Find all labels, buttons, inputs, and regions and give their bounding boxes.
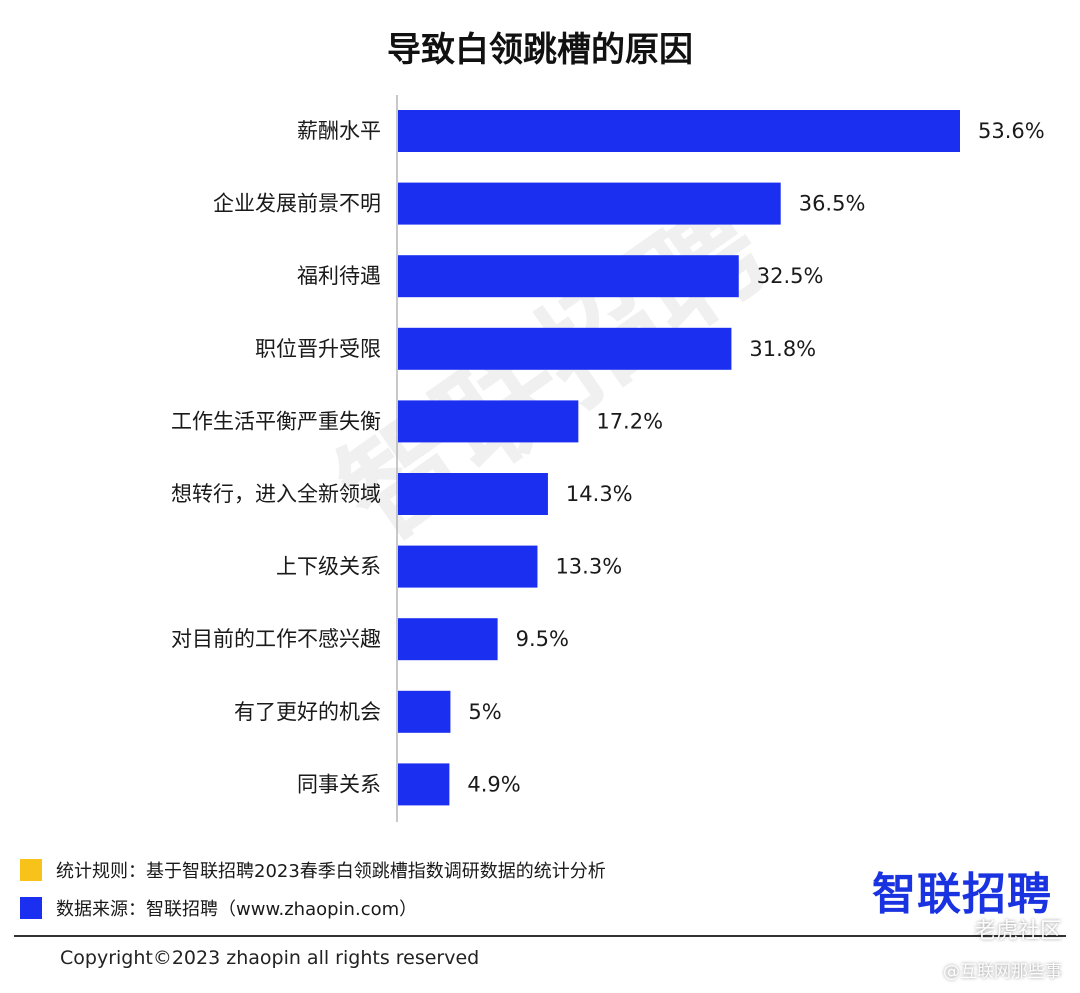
category-label-4: 工作生活平衡严重失衡 bbox=[171, 409, 381, 433]
bar-4 bbox=[398, 400, 579, 443]
value-label-4: 17.2% bbox=[596, 409, 663, 433]
brand-logo: 智联招聘 bbox=[872, 869, 1052, 920]
legend-label-rule: 统计规则：基于智联招聘2023春季白领跳槽指数调研数据的统计分析 bbox=[56, 861, 606, 882]
legend-swatch-yellow bbox=[20, 859, 42, 881]
legend-swatch-blue bbox=[20, 897, 42, 919]
bar-7 bbox=[398, 618, 498, 661]
copyright-text: Copyright©2023 zhaopin all rights reserv… bbox=[60, 947, 480, 969]
category-label-5: 想转行，进入全新领域 bbox=[171, 482, 381, 506]
bar-2 bbox=[398, 255, 739, 298]
value-label-1: 36.5% bbox=[799, 192, 866, 216]
bar-5 bbox=[398, 473, 548, 515]
value-label-3: 31.8% bbox=[749, 337, 816, 361]
value-label-0: 53.6% bbox=[978, 119, 1045, 143]
value-label-2: 32.5% bbox=[757, 264, 824, 288]
legend-item-rule: 统计规则：基于智联招聘2023春季白领跳槽指数调研数据的统计分析 bbox=[20, 857, 606, 883]
chart-title: 导致白领跳槽的原因 bbox=[387, 30, 693, 70]
category-label-3: 职位晋升受限 bbox=[255, 337, 381, 361]
bar-6 bbox=[398, 545, 538, 588]
legend-label-source: 数据来源：智联招聘（www.zhaopin.com） bbox=[56, 899, 418, 920]
value-label-5: 14.3% bbox=[566, 482, 633, 506]
bar-chart: 薪酬水平 53.6% 企业发展前景不明 36.5% 福利待遇 32.5% 职位晋升受限 31.… bbox=[171, 95, 1045, 822]
category-label-8: 有了更好的机会 bbox=[234, 700, 381, 724]
value-label-8: 5% bbox=[468, 700, 501, 724]
category-label-7: 对目前的工作不感兴趣 bbox=[171, 627, 381, 651]
value-label-9: 4.9% bbox=[467, 772, 520, 796]
category-label-9: 同事关系 bbox=[297, 772, 381, 796]
bar-8 bbox=[398, 690, 451, 733]
legend-item-source: 数据来源：智联招聘（www.zhaopin.com） bbox=[20, 895, 417, 921]
platform-handle: @互联网那些事 bbox=[943, 962, 1062, 982]
value-label-6: 13.3% bbox=[555, 555, 622, 579]
bar-1 bbox=[398, 182, 781, 225]
bar-0 bbox=[398, 110, 960, 152]
bar-9 bbox=[398, 763, 450, 806]
value-label-7: 9.5% bbox=[516, 627, 569, 651]
category-label-1: 企业发展前景不明 bbox=[213, 192, 381, 216]
platform-badge: 老虎社区 bbox=[973, 919, 1062, 944]
category-label-0: 薪酬水平 bbox=[297, 119, 381, 143]
category-label-6: 上下级关系 bbox=[276, 555, 381, 579]
footer-divider bbox=[14, 935, 1066, 937]
bar-3 bbox=[398, 327, 732, 370]
category-label-2: 福利待遇 bbox=[297, 264, 381, 288]
